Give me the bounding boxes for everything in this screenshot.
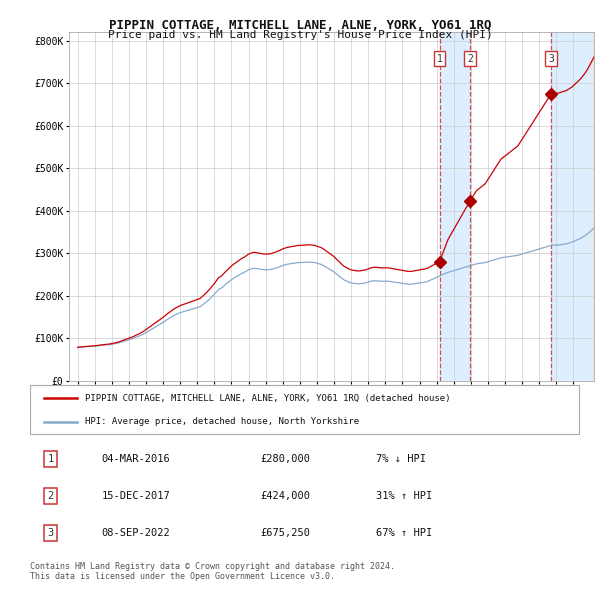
Text: £675,250: £675,250 bbox=[260, 528, 311, 538]
Text: 7% ↓ HPI: 7% ↓ HPI bbox=[376, 454, 426, 464]
Text: PIPPIN COTTAGE, MITCHELL LANE, ALNE, YORK, YO61 1RQ: PIPPIN COTTAGE, MITCHELL LANE, ALNE, YOR… bbox=[109, 19, 491, 32]
Bar bbox=[590, 32, 600, 381]
FancyBboxPatch shape bbox=[30, 385, 579, 434]
Text: 3: 3 bbox=[548, 54, 554, 64]
Text: £424,000: £424,000 bbox=[260, 491, 311, 501]
Text: Contains HM Land Registry data © Crown copyright and database right 2024.: Contains HM Land Registry data © Crown c… bbox=[30, 562, 395, 571]
Text: Price paid vs. HM Land Registry's House Price Index (HPI): Price paid vs. HM Land Registry's House … bbox=[107, 30, 493, 40]
Text: HPI: Average price, detached house, North Yorkshire: HPI: Average price, detached house, Nort… bbox=[85, 417, 359, 426]
Text: 1: 1 bbox=[48, 454, 54, 464]
Text: This data is licensed under the Open Government Licence v3.0.: This data is licensed under the Open Gov… bbox=[30, 572, 335, 581]
Text: 08-SEP-2022: 08-SEP-2022 bbox=[101, 528, 170, 538]
Text: 2: 2 bbox=[48, 491, 54, 501]
Bar bbox=[551, 32, 600, 381]
Text: 31% ↑ HPI: 31% ↑ HPI bbox=[376, 491, 432, 501]
Text: 2: 2 bbox=[467, 54, 473, 64]
Text: £280,000: £280,000 bbox=[260, 454, 311, 464]
Text: PIPPIN COTTAGE, MITCHELL LANE, ALNE, YORK, YO61 1RQ (detached house): PIPPIN COTTAGE, MITCHELL LANE, ALNE, YOR… bbox=[85, 394, 451, 403]
Text: 1: 1 bbox=[437, 54, 443, 64]
Text: 3: 3 bbox=[48, 528, 54, 538]
Text: 15-DEC-2017: 15-DEC-2017 bbox=[101, 491, 170, 501]
Bar bbox=[440, 32, 470, 381]
Text: 04-MAR-2016: 04-MAR-2016 bbox=[101, 454, 170, 464]
Text: 67% ↑ HPI: 67% ↑ HPI bbox=[376, 528, 432, 538]
